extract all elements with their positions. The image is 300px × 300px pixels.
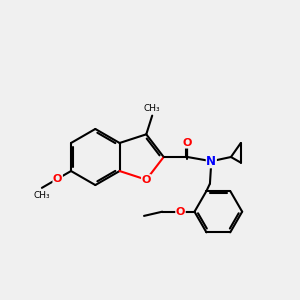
Text: O: O (53, 174, 62, 184)
Text: CH₃: CH₃ (144, 104, 160, 113)
Text: O: O (176, 207, 185, 217)
Text: CH₃: CH₃ (34, 191, 50, 200)
Text: N: N (206, 155, 216, 168)
Text: O: O (183, 138, 192, 148)
Text: O: O (142, 175, 151, 185)
